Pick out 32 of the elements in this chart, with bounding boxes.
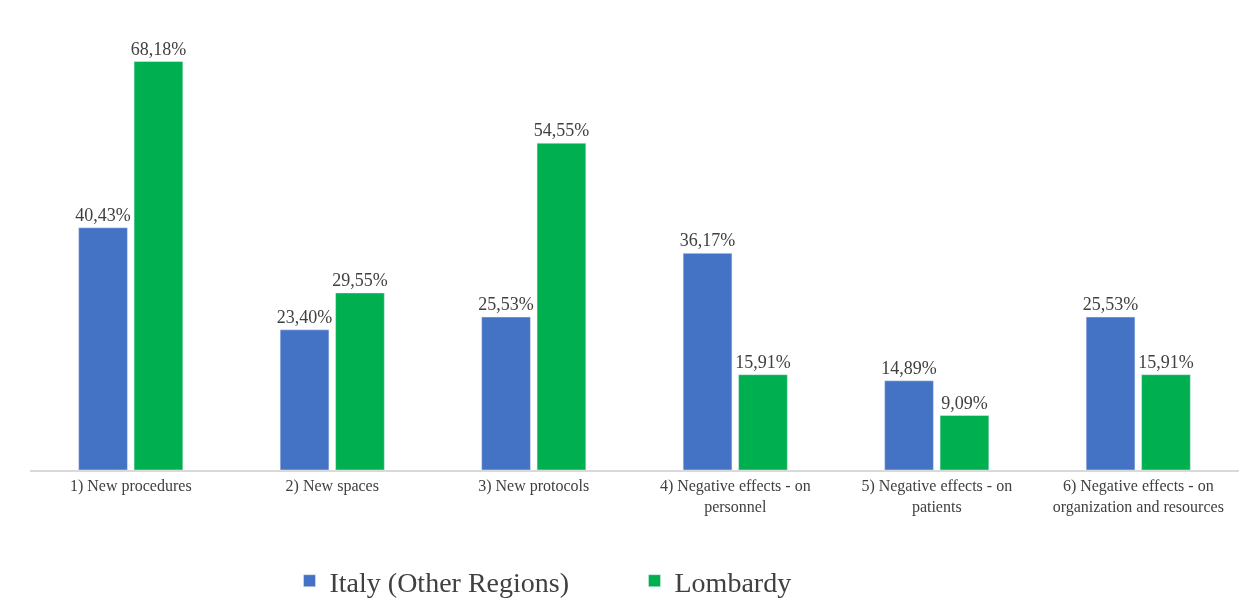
data-label: 25,53% [478, 294, 534, 315]
x-tick-label: 4) Negative effects - on personnel [659, 476, 811, 516]
data-label: 40,43% [75, 204, 131, 225]
bar [335, 292, 385, 470]
x-tick-label: 5) Negative effects - on patients [861, 476, 1013, 516]
data-label: 29,55% [332, 269, 388, 290]
bar [536, 142, 587, 470]
bar [1141, 374, 1191, 470]
x-tick-label: 6) Negative effects - on organization and resources [1052, 476, 1224, 516]
x-tick-label: 3) New protocols [478, 476, 590, 495]
bar [682, 253, 733, 470]
bar [939, 415, 990, 470]
bar [884, 380, 934, 470]
data-label: 36,17% [679, 230, 736, 251]
data-label: 23,40% [276, 306, 333, 327]
data-label: 14,89% [881, 357, 937, 378]
x-tick-label: 2) New spaces [285, 476, 379, 495]
bar [738, 374, 788, 470]
data-label: 54,55% [533, 120, 590, 141]
data-label: 9,09% [941, 392, 988, 413]
data-label: 15,91% [735, 351, 791, 372]
bar [78, 227, 128, 470]
legend-label: Italy (Other Regions) [329, 566, 569, 598]
bar [133, 61, 184, 470]
bar [481, 316, 531, 470]
legend-label: Lombardy [674, 566, 792, 598]
data-label: 68,18% [130, 38, 187, 59]
x-tick-label: 1) New procedures [69, 476, 192, 495]
data-label: 25,53% [1082, 294, 1139, 315]
bar [1085, 316, 1136, 470]
data-label: 15,91% [1138, 351, 1194, 372]
bar [279, 329, 330, 470]
